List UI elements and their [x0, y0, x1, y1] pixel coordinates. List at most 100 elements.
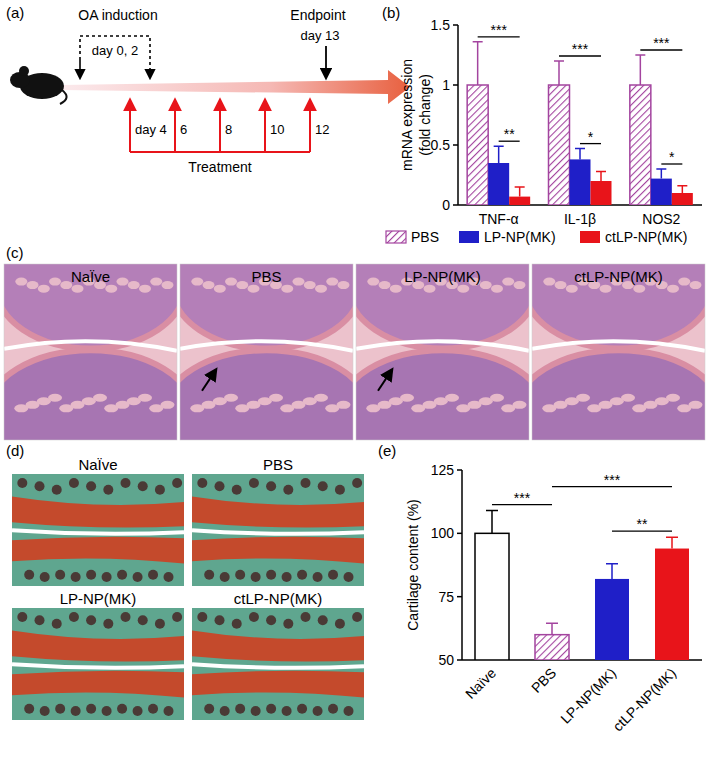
marrow-space — [128, 281, 140, 289]
marrow-cells — [283, 485, 293, 495]
femur — [532, 264, 705, 348]
significance-label: *** — [572, 41, 589, 57]
mouse-icon — [10, 66, 67, 104]
cartilage-lower — [192, 671, 364, 698]
marrow-cells — [251, 572, 261, 582]
femur — [4, 264, 177, 348]
marrow-cells — [24, 570, 34, 580]
joint-space — [4, 341, 177, 351]
marrow-cells — [40, 572, 50, 582]
marrow-cells — [52, 485, 62, 495]
marrow-cells — [133, 572, 143, 582]
marrow-space — [678, 278, 690, 286]
cartilage-upper — [12, 496, 184, 527]
marrow-space — [513, 281, 525, 289]
marrow-cells — [35, 481, 45, 491]
marrow-space — [566, 285, 578, 293]
image-border — [4, 264, 177, 440]
y-axis — [457, 25, 459, 205]
tibia — [356, 350, 529, 440]
marrow-space — [117, 278, 129, 286]
marrow-space — [72, 285, 84, 293]
marrow-space — [293, 278, 305, 286]
error-bar — [677, 186, 687, 193]
marrow-cells — [301, 612, 311, 622]
image-border — [532, 264, 705, 440]
marrow-space — [225, 278, 237, 286]
marrow-space — [224, 394, 238, 402]
marrow-cells — [86, 704, 96, 714]
error-bar — [473, 42, 483, 85]
y-axis-label: Cartilage content (%) — [405, 499, 421, 631]
induction-arrow — [79, 60, 81, 78]
marrow-cells — [117, 704, 127, 714]
marrow-space — [314, 394, 328, 402]
panel-label: (b) — [382, 4, 400, 21]
marrow-cells — [313, 706, 323, 716]
mouse-tail — [60, 90, 67, 104]
marrow-cells — [86, 615, 96, 625]
marrow-cells — [282, 706, 292, 716]
marrow-cells — [148, 704, 158, 714]
y-tick-label: 75 — [438, 589, 454, 605]
marrow-cells — [138, 615, 148, 625]
marrow-space — [689, 281, 701, 289]
mouse-ear — [19, 66, 29, 76]
error-bar — [494, 146, 504, 163]
marrow-space — [400, 394, 414, 402]
marrow-space — [555, 281, 567, 289]
marrow-space — [600, 285, 612, 293]
tissue-bg — [192, 474, 364, 586]
image-label: LP-NP(MK) — [404, 268, 481, 285]
marrow-space — [315, 285, 327, 293]
marrow-cells — [297, 570, 307, 580]
marrow-cells — [86, 570, 96, 580]
marrow-space — [502, 278, 514, 286]
marrow-cells — [55, 704, 65, 714]
marrow-space — [576, 394, 590, 402]
marrow-space — [161, 281, 173, 289]
marrow-space — [160, 401, 174, 409]
marrow-cells — [266, 615, 276, 625]
marrow-space — [512, 401, 526, 409]
tibia — [180, 350, 353, 440]
tibia — [532, 350, 705, 440]
lesion-arrow — [202, 370, 216, 391]
treatment-arrow — [219, 100, 221, 152]
bar — [651, 179, 672, 205]
bar — [535, 635, 569, 660]
marrow-cells — [204, 570, 214, 580]
marrow-cells — [24, 704, 34, 714]
bars — [475, 511, 689, 660]
cartilage-upper — [192, 630, 364, 661]
bar — [672, 193, 693, 205]
marrow-cells — [215, 615, 225, 625]
histology-image — [4, 264, 177, 440]
marrow-cells — [283, 619, 293, 629]
marrow-space — [445, 394, 459, 402]
legend-label: ctLP-NP(MK) — [605, 229, 687, 245]
y-tick — [457, 533, 462, 535]
marrow-space — [326, 278, 338, 286]
marrow-space — [138, 394, 152, 402]
bar — [630, 85, 651, 205]
treatment-arrow — [264, 100, 266, 152]
marrow-cells — [17, 612, 27, 622]
endpoint-arrow — [325, 46, 327, 78]
marrow-cells — [301, 478, 311, 488]
marrow-cells — [69, 478, 79, 488]
marrow-space — [491, 285, 503, 293]
marrow-cells — [71, 572, 81, 582]
tissue-bg — [192, 608, 364, 720]
cartilage-upper — [192, 496, 364, 527]
marrow-cells — [266, 704, 276, 714]
joint-space — [192, 664, 364, 668]
marrow-cells — [297, 704, 307, 714]
marrow-cells — [215, 481, 225, 491]
marrow-cells — [266, 570, 276, 580]
x-tick-label: TNF-α — [479, 211, 519, 227]
bar — [655, 549, 689, 660]
marrow-space — [191, 278, 203, 286]
y-tick-label: 100 — [431, 525, 455, 541]
marrow-cells — [249, 612, 259, 622]
